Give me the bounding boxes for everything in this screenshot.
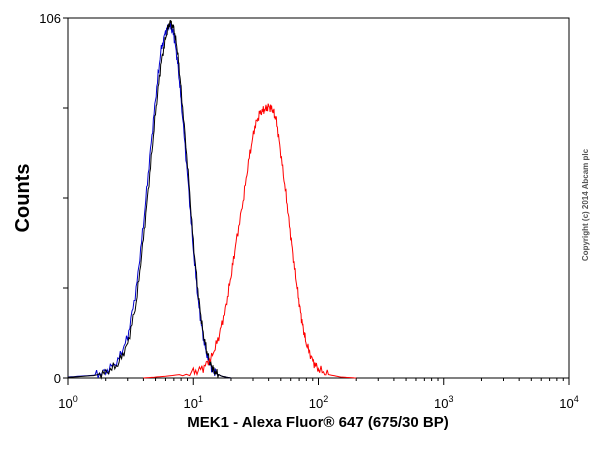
copyright-text: Copyright (c) 2014 Abcam plc	[581, 148, 590, 261]
y-tick-label: 0	[54, 371, 61, 386]
histogram-series-line	[143, 103, 357, 379]
y-axis-ticks: 0 106	[39, 11, 68, 386]
histogram-series-line	[67, 20, 232, 379]
y-tick-label: 106	[39, 11, 61, 26]
histogram-series-line	[67, 19, 232, 380]
y-axis-title: Counts	[12, 164, 34, 233]
x-axis-ticks: 100 101 102 103 104	[58, 378, 579, 411]
plot-area	[67, 17, 570, 379]
x-axis-title: MEK1 - Alexa Fluor® 647 (675/30 BP)	[187, 414, 448, 431]
x-tick-label: 104	[559, 394, 578, 411]
x-tick-label: 103	[434, 394, 453, 411]
x-tick-label: 102	[309, 394, 328, 411]
series-layer	[67, 19, 357, 380]
x-tick-label: 101	[184, 394, 203, 411]
x-tick-label: 100	[58, 394, 77, 411]
